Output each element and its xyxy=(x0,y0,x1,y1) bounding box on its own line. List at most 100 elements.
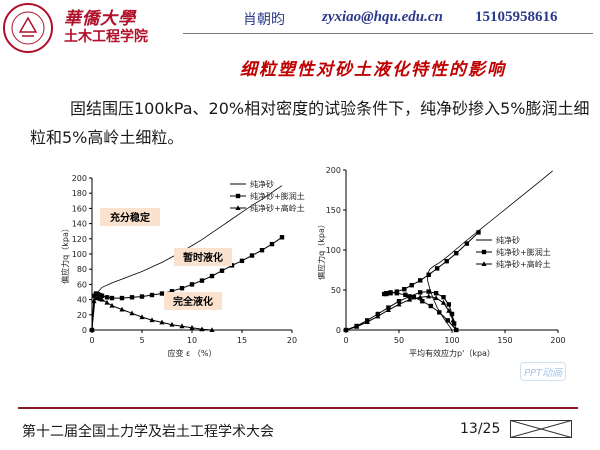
data-point xyxy=(394,289,400,294)
data-point xyxy=(437,310,442,315)
y-tick-label: 20 xyxy=(77,311,87,320)
data-point xyxy=(169,289,175,294)
data-point xyxy=(441,295,446,300)
legend-label: 纯净砂+膨润土 xyxy=(250,191,305,201)
data-point xyxy=(99,293,105,298)
data-point xyxy=(169,321,175,327)
annotation-label: 暂时液化 xyxy=(183,251,223,264)
y-tick-label: 80 xyxy=(77,265,87,274)
x-axis-label: 平均有效应力p'（kpa） xyxy=(409,348,495,358)
data-point xyxy=(402,287,407,292)
data-point xyxy=(149,292,155,298)
watermark-badge: PPT动画 xyxy=(520,362,567,381)
data-point xyxy=(91,298,97,304)
data-point xyxy=(388,291,393,296)
annotation: 完全液化 xyxy=(164,292,222,310)
y-tick-label: 120 xyxy=(72,235,87,244)
y-tick-label: 0 xyxy=(82,326,87,335)
legend-label: 纯净砂+膨润土 xyxy=(496,247,551,257)
data-point xyxy=(453,327,459,332)
data-point xyxy=(259,248,265,253)
university-logo xyxy=(3,3,53,53)
data-point xyxy=(433,295,439,300)
data-point xyxy=(417,294,423,300)
x-tick-label: 5 xyxy=(139,336,144,345)
annotation-box xyxy=(174,248,232,266)
data-point xyxy=(104,295,110,300)
data-point xyxy=(449,311,455,317)
data-point xyxy=(433,291,439,296)
annotation-label: 完全液化 xyxy=(173,295,213,308)
x-tick-label: 20 xyxy=(287,336,297,345)
header-divider xyxy=(183,33,593,34)
legend-marker xyxy=(481,261,487,266)
data-point xyxy=(396,301,402,307)
legend-label: 纯净砂+高岭土 xyxy=(496,259,551,269)
data-point xyxy=(159,291,165,296)
data-point xyxy=(464,241,470,246)
footer-divider xyxy=(18,407,578,409)
data-point xyxy=(426,272,431,277)
series-line xyxy=(345,295,457,331)
data-point xyxy=(375,313,381,319)
data-point xyxy=(104,299,110,305)
data-point xyxy=(454,251,459,256)
data-point xyxy=(269,241,275,247)
data-point xyxy=(219,268,225,273)
stress-strain-chart: 0 20 40 60 80 100 120 140 160 180 200 0 5 10 15 20 应变 ε … xyxy=(60,174,305,358)
data-point xyxy=(139,294,145,299)
data-point xyxy=(385,307,391,312)
data-point xyxy=(199,326,205,332)
data-point xyxy=(426,289,431,294)
data-point xyxy=(209,327,215,332)
data-point xyxy=(189,282,195,287)
data-point xyxy=(119,306,125,312)
data-point xyxy=(149,317,155,323)
data-point xyxy=(445,318,450,323)
nav-crossed-box-icon[interactable] xyxy=(510,420,572,438)
data-point xyxy=(384,291,389,297)
x-tick-label: 15 xyxy=(237,336,247,345)
series-1 xyxy=(427,170,553,331)
x-tick-label: 0 xyxy=(343,336,348,345)
y-tick-label: 200 xyxy=(326,166,341,175)
data-point xyxy=(420,299,425,304)
legend-label: 纯净砂 xyxy=(496,235,520,245)
data-point xyxy=(407,294,412,299)
y-axis-label: 偏应力q（kpa） xyxy=(60,224,70,284)
data-point xyxy=(159,319,165,325)
school-name: 華僑大學 xyxy=(64,9,136,29)
data-point xyxy=(428,303,433,309)
data-point xyxy=(409,283,414,288)
conference-name: 第十二届全国土力学及岩土工程学术大会 xyxy=(22,424,274,440)
y-tick-label: 150 xyxy=(326,206,341,215)
x-tick-label: 150 xyxy=(497,336,512,345)
data-point xyxy=(109,295,115,301)
y-tick-label: 200 xyxy=(72,174,87,183)
annotation-box xyxy=(100,208,160,226)
y-tick-label: 0 xyxy=(336,326,341,335)
y-tick-label: 100 xyxy=(326,246,341,255)
college-name: 土木工程学院 xyxy=(64,29,148,45)
annotation: 充分稳定 xyxy=(100,208,160,226)
data-point xyxy=(418,278,423,283)
data-point xyxy=(119,295,125,301)
legend-label: 纯净砂 xyxy=(250,179,274,189)
author-name: 肖朝昀 xyxy=(243,12,285,28)
intro-paragraph: 固结围压100kPa、20%相对密度的试验条件下，纯净砂掺入5%膨润土细粒和5%… xyxy=(30,99,590,147)
data-point xyxy=(179,323,185,329)
y-tick-label: 100 xyxy=(72,250,87,259)
data-point xyxy=(189,324,195,330)
y-tick-label: 50 xyxy=(331,286,341,295)
y-tick-label: 140 xyxy=(72,220,87,229)
data-point xyxy=(476,230,481,235)
x-axis-label: 应变 ε （%） xyxy=(167,348,216,358)
data-point xyxy=(179,286,185,291)
data-point xyxy=(249,253,255,258)
y-tick-label: 60 xyxy=(77,280,87,289)
data-point xyxy=(450,317,456,323)
x-tick-label: 200 xyxy=(550,336,565,345)
data-point xyxy=(99,296,105,302)
data-point xyxy=(396,299,402,304)
series-line xyxy=(427,170,553,331)
